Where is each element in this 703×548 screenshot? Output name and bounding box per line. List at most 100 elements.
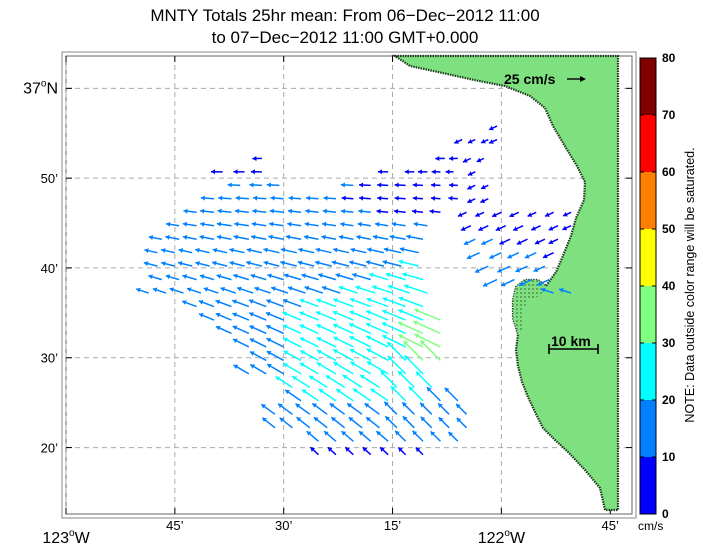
current-vector-head-280: [318, 389, 324, 394]
current-vector-head-246: [414, 333, 420, 339]
current-vector-head-12: [250, 169, 255, 175]
current-vector-233: [397, 321, 424, 335]
lat-label-0: 37oN: [23, 78, 58, 97]
current-vector-head-43: [412, 195, 417, 201]
current-vector-head-212: [265, 311, 271, 317]
current-vector-head-229: [333, 323, 338, 329]
current-vector-head-311: [456, 417, 462, 423]
current-vector-head-157: [182, 274, 188, 279]
colorbar-label-3: 30: [662, 336, 676, 350]
lat-label-2: 40’: [41, 261, 58, 276]
current-vector-head-131: [489, 254, 495, 259]
current-vector-head-149: [382, 259, 388, 265]
current-vector-head-188: [355, 285, 361, 291]
colorbar-label-2: 20: [662, 393, 676, 407]
current-vector-head-221: [414, 308, 419, 314]
current-vector-head-70: [166, 221, 171, 227]
current-vector-head-248: [266, 350, 272, 356]
colorbar-segment-5: [640, 172, 656, 229]
current-vector-head-160: [233, 273, 238, 279]
current-vector-head-299: [456, 403, 461, 409]
current-vector-head-304: [331, 417, 337, 422]
current-vector-head-79: [322, 221, 327, 227]
current-vector-head-233: [397, 321, 403, 327]
current-vector-head-118: [212, 247, 218, 253]
current-vector-head-230: [349, 323, 354, 328]
current-vector-head-244: [382, 334, 388, 340]
current-vector-head-162: [267, 273, 272, 279]
current-vector-231: [365, 322, 389, 335]
current-vector-head-327: [415, 447, 421, 453]
current-vector-head-86: [478, 226, 484, 231]
current-vector-head-40: [359, 195, 364, 201]
current-vector-head-222: [215, 325, 221, 331]
map-title-line-1: MNTY Totals 25hr mean: From 06−Dec−2012 …: [150, 6, 540, 25]
current-vector-head-92: [148, 235, 154, 240]
current-vector-head-39: [341, 195, 346, 201]
current-vector-head-50: [217, 208, 222, 214]
current-vector-head-114: [144, 248, 149, 254]
current-vector-head-309: [420, 416, 426, 422]
current-vector-head-224: [249, 325, 255, 330]
current-vector-head-324: [362, 447, 368, 452]
current-vector-head-3: [481, 138, 486, 144]
current-vector-head-213: [282, 311, 288, 317]
current-vector-head-24: [377, 182, 382, 188]
current-vector-head-164: [301, 273, 307, 279]
current-vector-head-145: [315, 260, 320, 266]
current-vector-head-13: [377, 169, 382, 175]
current-vector-head-97: [233, 234, 239, 240]
current-vector-head-41: [377, 195, 382, 201]
current-vector-head-28: [449, 182, 454, 188]
current-vector-head-268: [404, 355, 410, 361]
current-vector-219: [381, 309, 406, 321]
current-vector-head-76: [269, 221, 274, 227]
current-vector-head-130: [466, 254, 472, 260]
current-vector-head-270: [292, 376, 298, 381]
current-vector-head-183: [271, 286, 276, 292]
current-vector-245: [398, 334, 424, 348]
current-vector-head-45: [448, 195, 453, 201]
current-vector-head-181: [237, 286, 242, 292]
current-vector-head-241: [333, 336, 339, 342]
current-vector-256: [403, 340, 424, 361]
current-vector-head-33: [235, 195, 240, 201]
current-vector-head-215: [316, 311, 321, 316]
colorbar-segment-6: [640, 115, 656, 172]
current-vector-head-133: [524, 253, 530, 259]
current-vector-head-208: [199, 313, 204, 318]
current-vector-head-96: [216, 234, 222, 240]
current-vector-head-319: [430, 431, 436, 436]
current-vector-head-47: [480, 198, 486, 204]
scale-bar-label: 10 km: [551, 333, 591, 349]
current-vector-head-207: [398, 296, 404, 302]
current-vector-head-27: [430, 182, 436, 188]
current-vector-head-102: [321, 234, 326, 240]
current-vector-head-49: [200, 208, 205, 214]
current-vector-head-177: [169, 287, 175, 293]
current-vector-head-5: [252, 156, 257, 162]
current-vector-head-117: [195, 247, 200, 253]
current-vector-head-292: [329, 403, 335, 408]
current-vector-head-236: [249, 338, 255, 343]
current-vector-head-225: [266, 324, 271, 330]
current-vector-head-55: [305, 208, 310, 214]
current-vector-head-46: [467, 198, 473, 204]
lon-label-5: 45’: [602, 518, 619, 533]
current-vector-head-104: [356, 234, 361, 240]
current-vector-head-138: [195, 261, 200, 266]
current-vector-head-94: [182, 234, 188, 240]
current-vector-head-174: [537, 281, 542, 286]
current-vector-head-69: [563, 212, 568, 217]
current-vector-head-261: [283, 363, 288, 368]
current-vector-head-99: [268, 234, 273, 240]
current-vector-head-220: [398, 309, 403, 314]
current-vector-head-265: [350, 361, 355, 367]
current-vector-head-217: [349, 310, 355, 316]
current-vector-head-38: [323, 195, 328, 201]
current-vector-head-6: [435, 156, 440, 162]
current-vector-head-296: [402, 402, 407, 407]
current-vector-head-206: [382, 297, 388, 302]
current-vector-head-235: [232, 338, 238, 344]
current-vector-head-281: [336, 389, 341, 394]
